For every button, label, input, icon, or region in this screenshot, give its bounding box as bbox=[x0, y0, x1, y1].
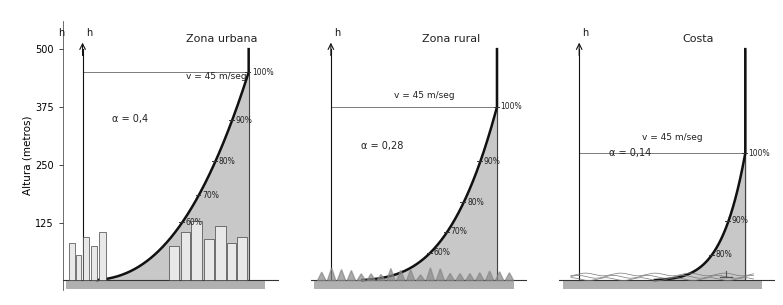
Bar bbox=[204, 239, 214, 281]
Bar bbox=[181, 232, 189, 281]
Polygon shape bbox=[357, 274, 366, 281]
Text: α = 0,4: α = 0,4 bbox=[113, 113, 149, 124]
Y-axis label: Altura (metros): Altura (metros) bbox=[22, 116, 32, 195]
Text: 90%: 90% bbox=[236, 116, 252, 125]
Polygon shape bbox=[417, 275, 424, 281]
Polygon shape bbox=[387, 268, 395, 281]
Text: h: h bbox=[583, 27, 589, 38]
Text: 60%: 60% bbox=[186, 218, 203, 227]
Text: Zona urbana: Zona urbana bbox=[186, 34, 257, 44]
Polygon shape bbox=[347, 271, 355, 281]
Polygon shape bbox=[327, 268, 336, 281]
Bar bbox=[227, 243, 236, 281]
Text: 100%: 100% bbox=[749, 149, 770, 158]
Text: v = 45 m/seg: v = 45 m/seg bbox=[186, 72, 246, 81]
Polygon shape bbox=[456, 274, 464, 281]
Polygon shape bbox=[367, 274, 375, 281]
Text: 100%: 100% bbox=[500, 102, 522, 111]
Polygon shape bbox=[446, 273, 454, 281]
Bar bbox=[66, 281, 265, 289]
Text: α = 0,14: α = 0,14 bbox=[609, 148, 651, 158]
Text: 70%: 70% bbox=[450, 228, 467, 236]
Text: v = 45 m/seg: v = 45 m/seg bbox=[642, 133, 703, 142]
Bar bbox=[562, 281, 762, 289]
Polygon shape bbox=[406, 270, 415, 281]
Bar bbox=[237, 237, 247, 281]
Bar bbox=[169, 246, 179, 281]
Polygon shape bbox=[485, 271, 494, 281]
Text: h: h bbox=[58, 27, 64, 38]
Polygon shape bbox=[505, 273, 514, 281]
Bar bbox=[82, 237, 89, 281]
Text: 70%: 70% bbox=[202, 191, 219, 200]
Bar bbox=[190, 221, 202, 281]
Text: 90%: 90% bbox=[732, 216, 749, 225]
Text: v = 45 m/seg: v = 45 m/seg bbox=[394, 91, 455, 100]
Bar bbox=[99, 232, 106, 281]
Polygon shape bbox=[475, 273, 484, 281]
Polygon shape bbox=[318, 272, 326, 281]
Text: 80%: 80% bbox=[467, 198, 484, 207]
Polygon shape bbox=[496, 272, 503, 281]
Text: h: h bbox=[334, 27, 341, 38]
Text: 90%: 90% bbox=[484, 157, 500, 166]
Text: Zona rural: Zona rural bbox=[422, 34, 481, 44]
Text: 60%: 60% bbox=[434, 248, 451, 257]
Bar bbox=[69, 243, 75, 281]
Polygon shape bbox=[337, 270, 345, 281]
Text: Costa: Costa bbox=[682, 34, 713, 44]
Polygon shape bbox=[426, 268, 435, 281]
Bar bbox=[215, 226, 226, 281]
Text: h: h bbox=[86, 27, 92, 38]
Bar bbox=[76, 255, 81, 281]
Polygon shape bbox=[436, 269, 445, 281]
Polygon shape bbox=[397, 271, 405, 281]
Text: 80%: 80% bbox=[716, 250, 732, 259]
Polygon shape bbox=[466, 274, 474, 281]
Bar bbox=[91, 246, 96, 281]
Polygon shape bbox=[377, 274, 385, 281]
Bar bbox=[314, 281, 514, 289]
Text: 100%: 100% bbox=[252, 68, 273, 77]
Text: 80%: 80% bbox=[218, 157, 236, 166]
Text: α = 0,28: α = 0,28 bbox=[361, 141, 403, 151]
